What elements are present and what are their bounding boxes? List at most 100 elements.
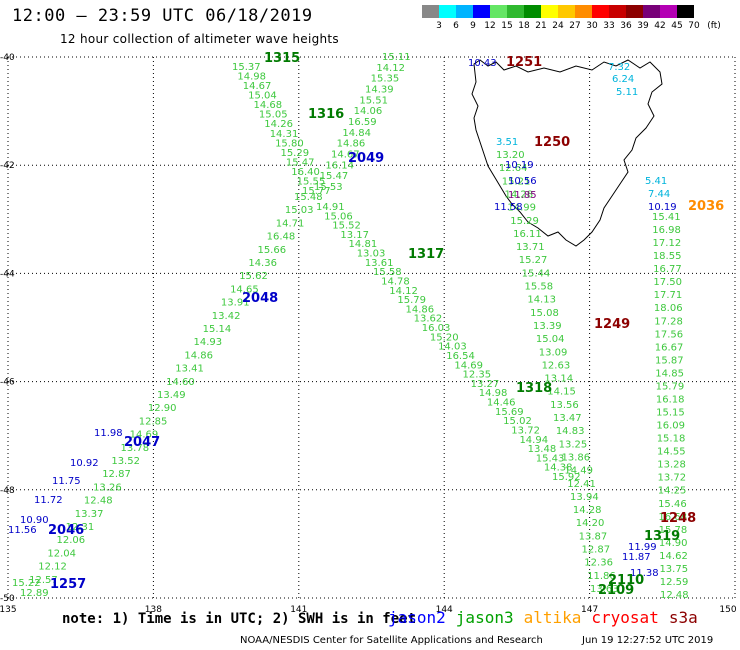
wave-reading: 14.06 <box>354 106 383 117</box>
track-label: 1251 <box>506 55 542 70</box>
wave-reading: 14.94 <box>519 435 548 446</box>
wave-reading: 15.04 <box>536 334 565 345</box>
scale-swatch <box>456 5 473 18</box>
wave-reading: 14.36 <box>248 258 277 269</box>
wave-reading: 15.43 <box>536 453 565 464</box>
wave-reading: 12.85 <box>139 416 168 427</box>
wave-reading: 13.91 <box>221 298 250 309</box>
wave-reading: 10.19 <box>648 202 677 213</box>
track-label: 2048 <box>242 291 278 306</box>
wave-reading: 7.32 <box>608 62 630 73</box>
track-label: 1319 <box>644 529 680 544</box>
lon-tick-label: 138 <box>145 605 162 615</box>
scale-label: 3 <box>436 21 442 31</box>
wave-reading: 14.85 <box>655 368 684 379</box>
wave-reading: 14.69 <box>130 430 159 441</box>
wave-reading: 15.80 <box>275 138 304 149</box>
credit-line: NOAA/NESDIS Center for Satellite Applica… <box>240 635 543 646</box>
scale-swatch <box>677 5 694 18</box>
wave-reading: 10.43 <box>468 58 497 69</box>
wave-reading: 15.79 <box>656 381 685 392</box>
wave-reading: 11.98 <box>94 428 123 439</box>
tasmania-coastline <box>471 59 663 247</box>
wave-reading: 15.14 <box>203 324 232 335</box>
wave-reading: 15.18 <box>657 434 686 445</box>
wave-reading: 13.37 <box>75 509 104 520</box>
wave-reading: 13.14 <box>544 374 573 385</box>
wave-reading: 15.62 <box>239 271 268 282</box>
wave-reading: 14.84 <box>342 128 371 139</box>
lat-tick-label: -50 <box>0 594 15 604</box>
scale-swatch <box>660 5 677 18</box>
wave-reading: 13.47 <box>553 413 582 424</box>
wave-reading: 12.31 <box>66 522 95 533</box>
wave-reading: 11.75 <box>52 476 81 487</box>
wave-reading: 10.90 <box>20 515 49 526</box>
wave-reading: 15.66 <box>257 245 286 256</box>
wave-reading: 15.20 <box>430 332 459 343</box>
track-label: 1316 <box>308 107 344 122</box>
wave-reading: 15.41 <box>652 212 681 223</box>
wave-reading: 12.63 <box>542 360 571 371</box>
scale-swatch <box>541 5 558 18</box>
wave-reading: 14.71 <box>276 218 305 229</box>
lat-tick-label: -46 <box>0 378 15 388</box>
wave-reading: 11.86 <box>587 571 616 582</box>
color-scale-labels: 3 6 9 12 15 18 21 24 27 30 33 36 39 42 45 70 (ft) <box>422 21 728 33</box>
wave-reading: 14.13 <box>527 295 556 306</box>
timestamp: Jun 19 12:27:52 UTC 2019 <box>582 635 714 646</box>
scale-label: (ft) <box>707 21 721 31</box>
mission-legend: jason2 jason3 altika cryosat s3a <box>388 608 698 627</box>
wave-reading: 11.38 <box>630 568 659 579</box>
scale-label: 27 <box>569 21 581 31</box>
scale-swatch <box>524 5 541 18</box>
wave-reading: 15.58 <box>373 267 402 278</box>
wave-reading: 15.53 <box>314 182 343 193</box>
wave-reading: 15.05 <box>259 110 288 121</box>
wave-reading: 16.68 <box>658 512 687 523</box>
wave-reading: 13.27 <box>471 379 500 390</box>
wave-reading: 14.15 <box>547 387 576 398</box>
wave-reading: 12.41 <box>567 479 596 490</box>
wave-reading: 17.56 <box>654 329 683 340</box>
wave-reading: 11.56 <box>8 525 37 536</box>
wave-reading: 14.91 <box>316 202 345 213</box>
wave-reading: 14.98 <box>237 72 266 83</box>
wave-reading: 13.28 <box>657 460 686 471</box>
wave-reading: 12.35 <box>462 370 491 381</box>
scale-label: 36 <box>620 21 632 31</box>
wave-reading: 15.44 <box>522 268 551 279</box>
wave-reading: 15.51 <box>359 95 388 106</box>
scale-swatch <box>626 5 643 18</box>
wave-reading: 16.14 <box>325 160 354 171</box>
wave-reading: 10.56 <box>508 176 537 187</box>
wave-reading: 15.21 <box>502 176 531 187</box>
legend-cryosat: cryosat <box>591 608 659 627</box>
lat-tick-label: -44 <box>0 269 15 279</box>
wave-reading: 12.87 <box>102 469 131 480</box>
scale-label: 45 <box>671 21 683 31</box>
wave-reading: 5.41 <box>645 176 667 187</box>
scale-label: 70 <box>688 21 700 31</box>
wave-reading: 12.36 <box>584 558 613 569</box>
wave-reading: 13.61 <box>365 258 394 269</box>
wave-reading: 13.71 <box>516 242 545 253</box>
scale-label: 6 <box>453 21 459 31</box>
wave-reading: 13.42 <box>212 311 241 322</box>
wave-reading: 15.46 <box>658 499 687 510</box>
wave-reading: 7.44 <box>648 189 670 200</box>
wave-reading: 14.62 <box>659 551 688 562</box>
track-label: 2046 <box>48 523 84 538</box>
wave-reading: 16.77 <box>653 264 682 275</box>
wave-reading: 16.09 <box>656 421 685 432</box>
track-label: 1315 <box>264 51 300 66</box>
wave-reading: 14.60 <box>166 377 195 388</box>
wave-reading: 13.52 <box>111 456 140 467</box>
wave-reading: 16.67 <box>655 342 684 353</box>
wave-reading: 17.50 <box>653 277 682 288</box>
wave-reading: 15.29 <box>510 216 539 227</box>
wave-reading: 14.81 <box>349 239 378 250</box>
wave-reading: 14.26 <box>264 119 293 130</box>
wave-reading: 13.86 <box>562 452 591 463</box>
